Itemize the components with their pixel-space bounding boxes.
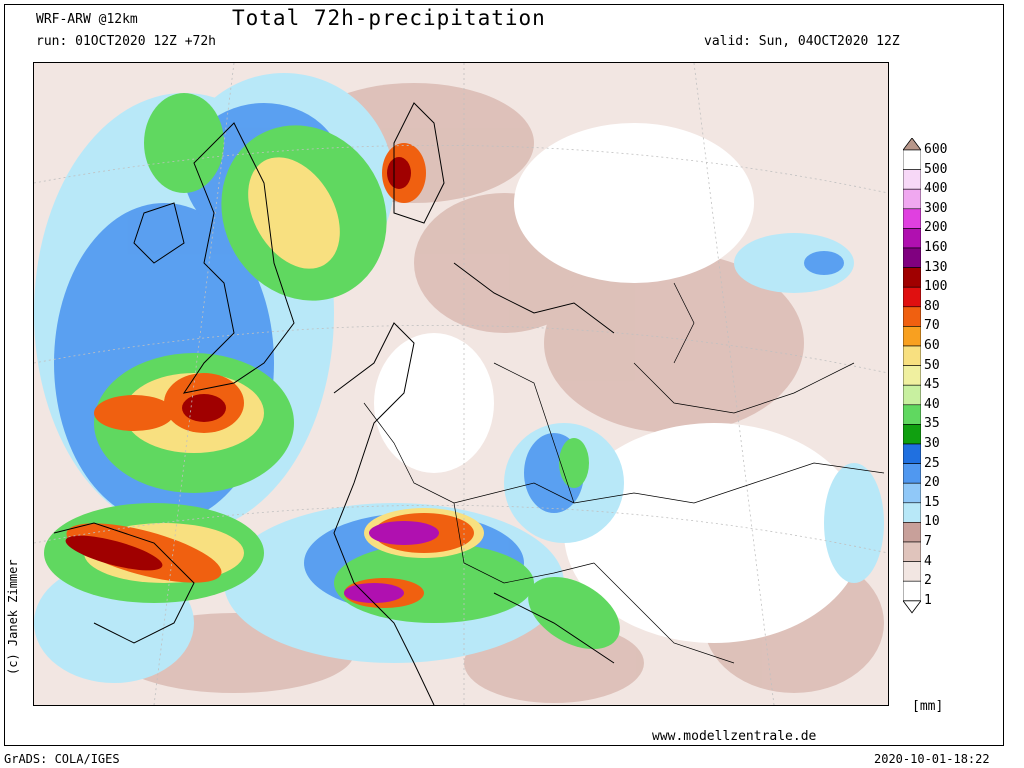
legend-level-label: 400 [924, 181, 948, 197]
legend-level-label: 600 [924, 142, 948, 157]
legend-swatch [903, 580, 921, 602]
legend-swatch [903, 247, 921, 268]
legend-swatch [903, 463, 921, 484]
legend-level-label: 15 [924, 494, 940, 510]
legend-swatch [903, 443, 921, 464]
white-areas [374, 123, 864, 643]
legend-level-label: 2 [924, 573, 932, 589]
legend-level-label: 20 [924, 475, 940, 491]
legend-swatch [903, 384, 921, 406]
legend-swatch [903, 188, 921, 210]
creation-timestamp: 2020-10-01-18:22 [874, 752, 990, 766]
legend-level-label: 10 [924, 514, 940, 530]
map-canvas [34, 63, 888, 705]
legend-level-label: 30 [924, 436, 940, 451]
legend-level-label: 200 [924, 220, 948, 236]
legend-level-label: 60 [924, 338, 940, 353]
legend-level-label: 35 [924, 416, 940, 432]
precipitation-map [33, 62, 889, 706]
website-url[interactable]: www.modellzentrale.de [652, 729, 817, 744]
legend-level-label: 100 [924, 279, 948, 295]
legend-level-label: 45 [924, 377, 940, 393]
legend-swatch [903, 424, 921, 445]
legend-level-label: 4 [924, 553, 932, 569]
legend-swatch [903, 169, 921, 190]
legend-swatch [903, 267, 921, 288]
precip-red [65, 157, 411, 571]
legend-arrow-top [903, 138, 921, 151]
legend-swatch [903, 482, 921, 504]
legend-swatch [903, 365, 921, 386]
legend-swatch [903, 404, 921, 425]
valid-label: valid: Sun, 04OCT2020 12Z [704, 34, 900, 49]
figure-frame [4, 4, 1004, 746]
legend-level-label: 50 [924, 357, 940, 373]
legend-swatch [903, 502, 921, 523]
legend-level-label: 80 [924, 298, 940, 314]
legend-level-label: 25 [924, 455, 940, 471]
legend-level-label: 40 [924, 396, 940, 412]
legend-level-label: 160 [924, 240, 948, 255]
legend-level-label: 500 [924, 161, 948, 177]
legend-swatch [903, 286, 921, 308]
legend-swatch [903, 306, 921, 327]
legend-swatch [903, 149, 921, 170]
legend-swatch [903, 326, 921, 347]
legend-level-label: 70 [924, 318, 940, 334]
author-credit: (c) Janek Zimmer [6, 559, 20, 675]
coastlines [53, 102, 615, 705]
model-label: WRF-ARW @12km [36, 12, 138, 27]
legend-level-label: 130 [924, 259, 948, 275]
software-credit: GrADS: COLA/IGES [4, 752, 120, 766]
legend-swatch [903, 228, 921, 249]
legend-level-label: 1 [924, 592, 932, 608]
legend-swatch [903, 345, 921, 366]
legend-unit: [mm] [912, 699, 944, 714]
borders [363, 282, 885, 664]
precipitation-legend [903, 138, 921, 614]
legend-arrow-bottom [903, 600, 921, 614]
legend-level-label: 300 [924, 200, 948, 216]
graticule [34, 63, 888, 705]
map-title: Total 72h-precipitation [232, 6, 546, 30]
legend-swatch [903, 541, 921, 562]
legend-swatch [903, 208, 921, 229]
legend-swatch [903, 561, 921, 582]
legend-level-label: 7 [924, 534, 932, 549]
run-label: run: 01OCT2020 12Z +72h [36, 34, 217, 49]
legend-swatch [903, 522, 921, 543]
